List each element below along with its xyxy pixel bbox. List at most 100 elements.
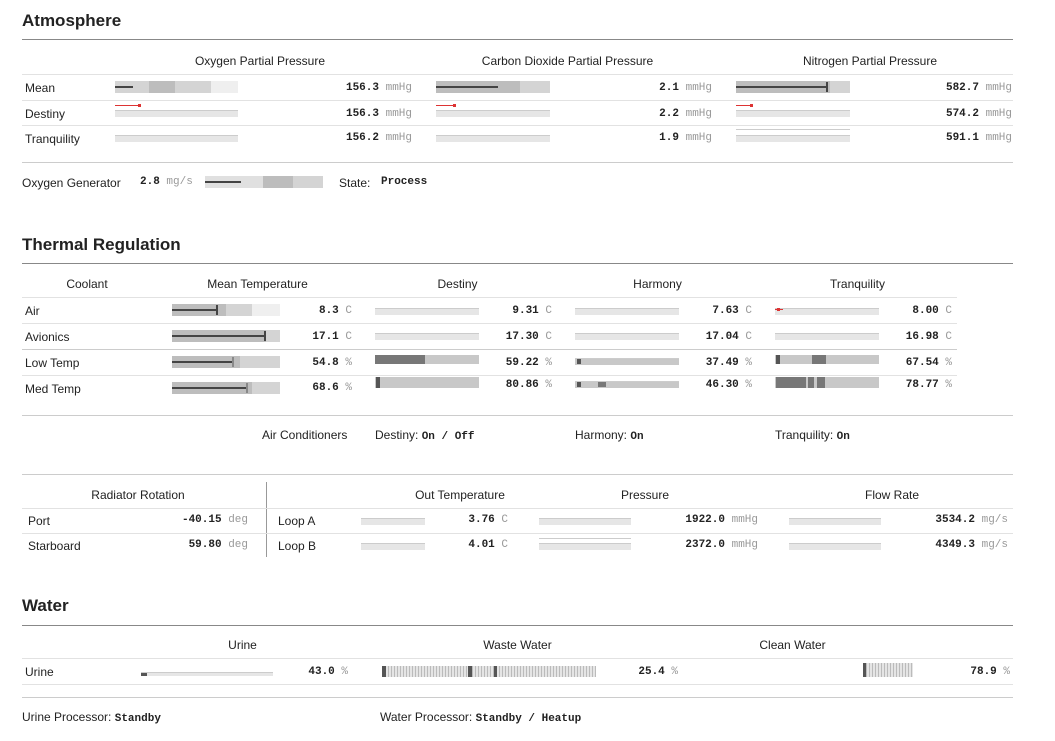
- coolant-med-temp-label: Med Temp: [25, 382, 81, 396]
- low-temp-mean-value: 54.8 %: [312, 357, 352, 369]
- co2-mean-value: 2.1 mmHg: [659, 82, 712, 94]
- med-temp-destiny-value: 80.86 %: [505, 379, 552, 391]
- atmosphere-title: Atmosphere: [22, 11, 122, 30]
- coolant-avionics-label: Avionics: [25, 330, 70, 344]
- co2-tranquility-bar: [436, 135, 550, 142]
- coolant-air-label: Air: [25, 304, 40, 318]
- waste-water-bar: [382, 666, 596, 677]
- oxygen-generator-value: 2.8 mg/s: [140, 176, 193, 188]
- low-temp-tranquility-value: 67.54 %: [905, 357, 952, 369]
- ac-tranquility: Tranquility: On: [775, 428, 850, 443]
- loop-b-flow-bar: [789, 543, 881, 550]
- oxygen-generator-label: Oxygen Generator: [22, 176, 121, 190]
- col-mean-temperature: Mean Temperature: [207, 277, 308, 291]
- low-temp-harmony-bar: [575, 358, 679, 365]
- nitrogen-tranquility-bar: [736, 135, 850, 142]
- oxygen-destiny-bar: [115, 110, 238, 117]
- low-temp-destiny-bar: [375, 355, 479, 364]
- avionics-destiny-bar: [375, 333, 479, 340]
- radiator-port-label: Port: [28, 514, 51, 528]
- water-title: Water: [22, 596, 69, 615]
- loop-a-flow-value: 3534.2 mg/s: [935, 514, 1008, 526]
- nitrogen-destiny-value: 574.2 mmHg: [945, 108, 1012, 120]
- avionics-destiny-value: 17.30 C: [505, 331, 552, 343]
- ac-destiny: Destiny: On / Off: [375, 428, 475, 443]
- radiator-rotation-title: Radiator Rotation: [91, 488, 185, 502]
- air-destiny-value: 9.31 C: [512, 305, 552, 317]
- col-coolant: Coolant: [66, 277, 108, 291]
- nitrogen-destiny-bar: [736, 110, 850, 117]
- radiator-port-value: -40.15 deg: [181, 514, 248, 526]
- low-temp-destiny-value: 59.22 %: [505, 357, 552, 369]
- low-temp-mean-bar: [172, 356, 280, 368]
- oxygen-tranquility-bar: [115, 135, 238, 142]
- loop-a-pressure-value: 1922.0 mmHg: [685, 514, 758, 526]
- col-flow-rate: Flow Rate: [864, 488, 920, 502]
- avionics-tranquility-bar: [775, 333, 879, 340]
- air-harmony-value: 7.63 C: [712, 305, 752, 317]
- loop-a-temp-value: 3.76 C: [468, 514, 508, 526]
- oxygen-destiny-value: 156.3 mmHg: [345, 108, 412, 120]
- avionics-harmony-bar: [575, 333, 679, 340]
- clean-water-bar: [863, 663, 913, 677]
- nitrogen-tranquility-value: 591.1 mmHg: [945, 132, 1012, 144]
- col-harmony: Harmony: [633, 277, 682, 291]
- loop-b-pressure-value: 2372.0 mmHg: [685, 539, 758, 551]
- loop-a-label: Loop A: [278, 514, 316, 528]
- col-waste-water: Waste Water: [483, 638, 552, 652]
- co2-destiny-value: 2.2 mmHg: [659, 108, 712, 120]
- coolant-low-temp-label: Low Temp: [25, 356, 80, 370]
- loop-a-flow-bar: [789, 518, 881, 525]
- air-mean-bar: [172, 304, 280, 316]
- col-tranquility: Tranquility: [830, 277, 885, 291]
- air-mean-value: 8.3 C: [318, 305, 352, 317]
- air-harmony-bar: [575, 308, 679, 315]
- col-out-temperature: Out Temperature: [415, 488, 505, 502]
- air-tranquility-bar: [775, 308, 879, 315]
- air-tranquility-value: 8.00 C: [912, 305, 952, 317]
- col-clean-water: Clean Water: [759, 638, 826, 652]
- med-temp-mean-bar: [172, 382, 280, 394]
- loop-a-temp-bar: [361, 518, 425, 525]
- low-temp-tranquility-bar: [775, 355, 879, 364]
- co2-mean-bar: [436, 81, 550, 93]
- loop-a-pressure-bar: [539, 518, 631, 525]
- loop-b-label: Loop B: [278, 539, 317, 553]
- waste-water-value: 25.4 %: [638, 666, 678, 678]
- low-temp-harmony-value: 37.49 %: [705, 357, 752, 369]
- med-temp-tranquility-bar: [775, 377, 879, 388]
- med-temp-harmony-bar: [575, 381, 679, 388]
- loop-b-pressure-bar: [539, 543, 631, 550]
- nitrogen-mean-value: 582.7 mmHg: [945, 82, 1012, 94]
- col-urine: Urine: [228, 638, 257, 652]
- oxygen-generator-bar: [205, 176, 323, 188]
- col-co2: Carbon Dioxide Partial Pressure: [481, 54, 654, 68]
- ac-harmony: Harmony: On: [575, 428, 644, 443]
- urine-processor: Urine Processor: Standby: [22, 710, 161, 725]
- co2-tranquility-value: 1.9 mmHg: [659, 132, 712, 144]
- thermal-title: Thermal Regulation: [22, 235, 181, 254]
- avionics-mean-value: 17.1 C: [312, 331, 352, 343]
- avionics-harmony-value: 17.04 C: [705, 331, 752, 343]
- air-conditioners-label: Air Conditioners: [262, 428, 348, 442]
- loop-b-temp-value: 4.01 C: [468, 539, 508, 551]
- med-temp-destiny-bar: [375, 377, 479, 388]
- clean-water-value: 78.9 %: [970, 666, 1010, 678]
- med-temp-tranquility-value: 78.77 %: [905, 379, 952, 391]
- avionics-mean-bar: [172, 330, 280, 342]
- med-temp-mean-value: 68.6 %: [312, 382, 352, 394]
- oxygen-mean-bar: [115, 81, 238, 93]
- col-pressure: Pressure: [620, 488, 670, 502]
- col-nitrogen: Nitrogen Partial Pressure: [802, 54, 938, 68]
- row-label-destiny: Destiny: [25, 107, 66, 121]
- oxygen-mean-value: 156.3 mmHg: [345, 82, 412, 94]
- urine-value: 43.0 %: [308, 666, 348, 678]
- loop-b-temp-bar: [361, 543, 425, 550]
- nitrogen-mean-bar: [736, 81, 850, 93]
- water-processor: Water Processor: Standby / Heatup: [380, 710, 582, 725]
- col-oxygen: Oxygen Partial Pressure: [194, 54, 326, 68]
- med-temp-harmony-value: 46.30 %: [705, 379, 752, 391]
- state-value: Process: [381, 176, 428, 188]
- urine-bar: [141, 672, 273, 676]
- avionics-tranquility-value: 16.98 C: [905, 331, 952, 343]
